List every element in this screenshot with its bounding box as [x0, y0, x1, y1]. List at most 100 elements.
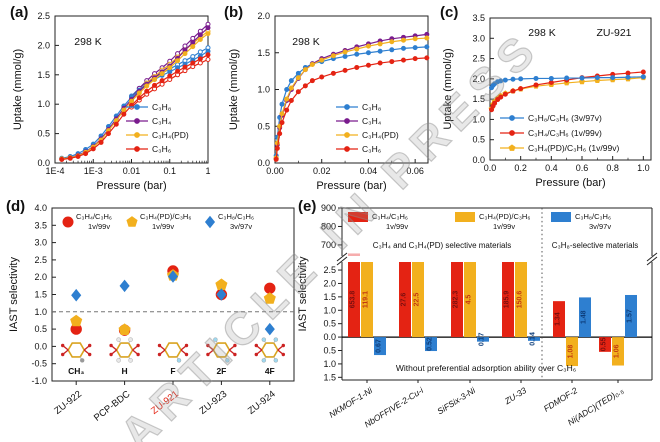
svg-text:1.0: 1.0: [323, 305, 336, 315]
svg-text:PCP-BDC: PCP-BDC: [92, 389, 133, 424]
svg-text:C₃H₄/C₃H₆ (1v/99v): C₃H₄/C₃H₆ (1v/99v): [528, 128, 602, 138]
svg-text:1.08: 1.08: [568, 345, 575, 359]
svg-text:653.8: 653.8: [350, 291, 357, 309]
svg-text:3.5: 3.5: [472, 13, 485, 23]
svg-text:3.0: 3.0: [472, 33, 485, 43]
svg-text:ZU-923: ZU-923: [198, 389, 230, 417]
svg-text:ZU-921: ZU-921: [596, 27, 631, 39]
svg-text:3v/97v: 3v/97v: [589, 222, 611, 231]
svg-text:2.0: 2.0: [34, 272, 47, 282]
svg-text:1v/99v: 1v/99v: [493, 222, 515, 231]
svg-text:ZU-921: ZU-921: [149, 389, 181, 417]
svg-text:C₃H₈/C₃H₆: C₃H₈/C₃H₆: [218, 212, 254, 221]
svg-text:4.5: 4.5: [466, 295, 473, 305]
svg-text:1: 1: [205, 166, 210, 176]
chart-a-isotherm-log: 1E-4 1E-3 0.01 0.1 1 0.0 0.5 1.0 1.5 2.0 2.5 Pressu…: [12, 11, 211, 192]
svg-text:0.1: 0.1: [163, 166, 176, 176]
chart-d-iast-scatter: -1.0 -0.5 0.0 0.5 1.0 1.5 2.0 2.5 3.0 3.5 4.0 IAST …: [8, 203, 295, 424]
svg-text:4.0: 4.0: [34, 203, 47, 213]
panel-d: (d) -1.0 -0.5 0.0 0.5 1.0 1.5 2.0 2.5 3.0 3.5 4.0 I…: [4, 198, 298, 442]
panel-c: (c) 0.0 0.2 0.4 0.6 0.8 1.0 0.0 0.5 1.0 1.5 2.0 2.5…: [438, 4, 660, 198]
svg-text:-0.5: -0.5: [31, 359, 47, 369]
svg-text:700: 700: [321, 240, 336, 250]
svg-text:1.48: 1.48: [581, 310, 588, 324]
svg-text:C₃H₈/C₃H₆ (3v/97v): C₃H₈/C₃H₆ (3v/97v): [528, 113, 602, 123]
svg-text:ZU-33: ZU-33: [502, 385, 528, 407]
svg-text:298 K: 298 K: [528, 27, 555, 39]
svg-text:H: H: [122, 366, 128, 376]
svg-text:Uptake (mmol/g): Uptake (mmol/g): [228, 49, 240, 130]
svg-text:0.17: 0.17: [479, 332, 486, 346]
svg-text:Uptake (mmol/g): Uptake (mmol/g): [442, 48, 454, 129]
svg-text:1.5: 1.5: [37, 70, 50, 80]
svg-text:SiFSix-3-Ni: SiFSix-3-Ni: [435, 385, 478, 417]
svg-text:900: 900: [321, 203, 336, 213]
panel-a: (a) 1E-4 1E-3 0.01 0.1 1 0.0 0.5 1.0 1.5 2.0 2.5 Pr…: [8, 4, 220, 198]
svg-text:C₃H₄ and C₃H₄(PD) selective ma: C₃H₄ and C₃H₄(PD) selective materials: [373, 241, 511, 250]
svg-text:0.04: 0.04: [360, 166, 378, 176]
svg-text:ZU-924: ZU-924: [246, 389, 278, 417]
svg-text:3.5: 3.5: [34, 220, 47, 230]
svg-text:0.0: 0.0: [257, 158, 270, 168]
panel-d-label: (d): [6, 198, 26, 215]
svg-text:C₃H₄/C₃H₆: C₃H₄/C₃H₆: [372, 212, 408, 221]
svg-text:Without preferential adsorptio: Without preferential adsorption ability …: [396, 363, 576, 373]
svg-text:F: F: [170, 366, 175, 376]
svg-text:3v/97v: 3v/97v: [230, 222, 252, 231]
svg-text:1.0: 1.0: [472, 114, 485, 124]
svg-text:2F: 2F: [216, 366, 226, 376]
svg-text:0.06: 0.06: [406, 166, 424, 176]
svg-text:Pressure (bar): Pressure (bar): [96, 180, 166, 192]
svg-text:1.0: 1.0: [323, 359, 336, 369]
svg-text:298 K: 298 K: [292, 36, 319, 48]
svg-text:1.5: 1.5: [34, 290, 47, 300]
svg-text:FDMOF-2: FDMOF-2: [542, 385, 580, 414]
svg-text:1E-4: 1E-4: [45, 166, 64, 176]
svg-text:1E-3: 1E-3: [84, 166, 103, 176]
svg-text:1.5: 1.5: [257, 48, 270, 58]
svg-text:2.5: 2.5: [34, 255, 47, 265]
svg-text:CH₃: CH₃: [68, 366, 84, 376]
svg-text:1.5: 1.5: [323, 292, 336, 302]
chart-c-mixture-isotherm: 0.0 0.2 0.4 0.6 0.8 1.0 0.0 0.5 1.0 1.5 2.0 2.5 3.0 3…: [442, 13, 652, 189]
svg-text:1.57: 1.57: [627, 309, 634, 323]
svg-text:IAST selectivity: IAST selectivity: [8, 257, 20, 332]
svg-text:1v/99v: 1v/99v: [152, 222, 174, 231]
svg-text:0.5: 0.5: [37, 129, 50, 139]
svg-text:0.5: 0.5: [472, 135, 485, 145]
svg-text:1.0: 1.0: [637, 163, 650, 173]
svg-text:C₃H₈: C₃H₈: [152, 102, 172, 112]
panel-e: (e) 700 800 900 2.5 2.0 1.5 1.0 0.5 0.0 0.5 1.0 1.5…: [296, 198, 660, 442]
svg-text:0.14: 0.14: [530, 332, 537, 346]
svg-text:C₃H₄(PD): C₃H₄(PD): [362, 130, 399, 140]
svg-text:1v/99v: 1v/99v: [386, 222, 408, 231]
svg-text:0.67: 0.67: [376, 339, 383, 353]
svg-text:Pressure (bar): Pressure (bar): [535, 177, 605, 189]
svg-text:C₃H₄(PD)/C₃H₆: C₃H₄(PD)/C₃H₆: [140, 212, 191, 221]
svg-text:1.0: 1.0: [257, 85, 270, 95]
svg-text:C₃H₈-selective materials: C₃H₈-selective materials: [552, 241, 639, 250]
svg-text:C₃H₄(PD)/C₃H₆ (1v/99v): C₃H₄(PD)/C₃H₆ (1v/99v): [528, 143, 619, 153]
svg-text:1.5: 1.5: [323, 372, 336, 382]
svg-text:C₃H₄: C₃H₄: [362, 116, 382, 126]
svg-text:2.5: 2.5: [323, 265, 336, 275]
svg-text:IAST selectivity: IAST selectivity: [297, 256, 309, 331]
svg-text:C₃H₄/C₃H₆: C₃H₄/C₃H₆: [76, 212, 112, 221]
svg-text:0.0: 0.0: [472, 155, 485, 165]
svg-text:C₃H₆: C₃H₆: [362, 144, 381, 154]
svg-text:2.0: 2.0: [323, 278, 336, 288]
svg-text:C₃H₈/C₃H₆: C₃H₈/C₃H₆: [575, 212, 611, 221]
svg-text:0.8: 0.8: [606, 163, 619, 173]
panel-c-label: (c): [440, 4, 459, 21]
svg-text:2.0: 2.0: [472, 74, 485, 84]
svg-text:1.0: 1.0: [34, 307, 47, 317]
svg-text:0.0: 0.0: [37, 158, 50, 168]
panel-a-label: (a): [10, 4, 29, 21]
panel-b: (b) 0.00 0.02 0.04 0.06 0.0 0.5 1.0 1.5 2.0 Press…: [222, 4, 436, 198]
panel-b-label: (b): [224, 4, 244, 21]
svg-text:C₃H₈: C₃H₈: [362, 102, 382, 112]
svg-text:C₃H₄(PD): C₃H₄(PD): [152, 130, 189, 140]
svg-text:22.5: 22.5: [414, 293, 421, 307]
svg-text:0.0: 0.0: [34, 341, 47, 351]
svg-text:1.06: 1.06: [614, 344, 621, 358]
